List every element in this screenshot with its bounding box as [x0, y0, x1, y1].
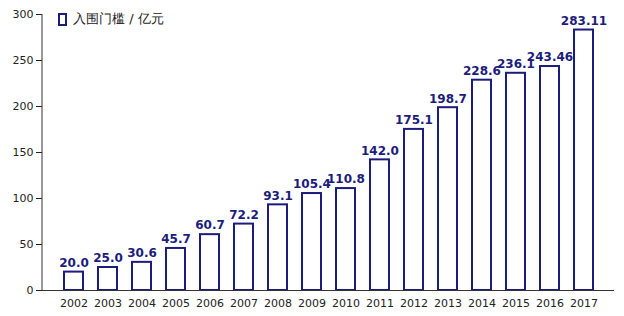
svg-text:2008: 2008: [264, 297, 292, 310]
svg-text:2005: 2005: [162, 297, 190, 310]
svg-text:2012: 2012: [400, 297, 428, 310]
svg-text:198.7: 198.7: [429, 92, 467, 106]
svg-text:175.1: 175.1: [395, 113, 433, 127]
svg-text:25.0: 25.0: [93, 251, 123, 265]
svg-text:236.1: 236.1: [497, 57, 535, 72]
svg-text:2002: 2002: [60, 297, 88, 310]
svg-text:2006: 2006: [196, 297, 224, 310]
svg-text:100: 100: [13, 192, 34, 205]
svg-text:2016: 2016: [536, 297, 564, 310]
svg-text:2011: 2011: [366, 297, 394, 310]
svg-text:110.8: 110.8: [327, 172, 365, 186]
svg-text:45.7: 45.7: [161, 232, 191, 246]
svg-text:2014: 2014: [468, 297, 496, 310]
svg-text:105.4: 105.4: [293, 177, 331, 191]
svg-text:243.46: 243.46: [527, 50, 573, 64]
svg-text:50: 50: [20, 238, 34, 251]
svg-text:2015: 2015: [502, 297, 530, 310]
svg-text:228.6: 228.6: [463, 64, 501, 78]
svg-text:2004: 2004: [128, 297, 156, 310]
svg-text:142.0: 142.0: [361, 144, 399, 158]
svg-text:2010: 2010: [332, 297, 360, 310]
svg-text:283.11: 283.11: [561, 14, 607, 28]
svg-text:60.7: 60.7: [195, 218, 225, 232]
svg-text:2017: 2017: [570, 297, 598, 310]
svg-text:2007: 2007: [230, 297, 258, 310]
svg-text:0: 0: [27, 284, 34, 297]
svg-text:300: 300: [13, 8, 34, 21]
svg-text:30.6: 30.6: [127, 246, 157, 260]
svg-text:2003: 2003: [94, 297, 122, 310]
svg-text:150: 150: [13, 146, 34, 159]
svg-text:93.1: 93.1: [263, 189, 293, 203]
svg-text:72.2: 72.2: [229, 208, 259, 222]
svg-text:200: 200: [13, 100, 34, 113]
svg-text:2009: 2009: [298, 297, 326, 310]
svg-text:250: 250: [13, 54, 34, 67]
svg-text:2013: 2013: [434, 297, 462, 310]
html-text:入围门槛 / 亿元: 入围门槛 / 亿元: [73, 11, 164, 26]
svg-text:20.0: 20.0: [59, 256, 89, 270]
